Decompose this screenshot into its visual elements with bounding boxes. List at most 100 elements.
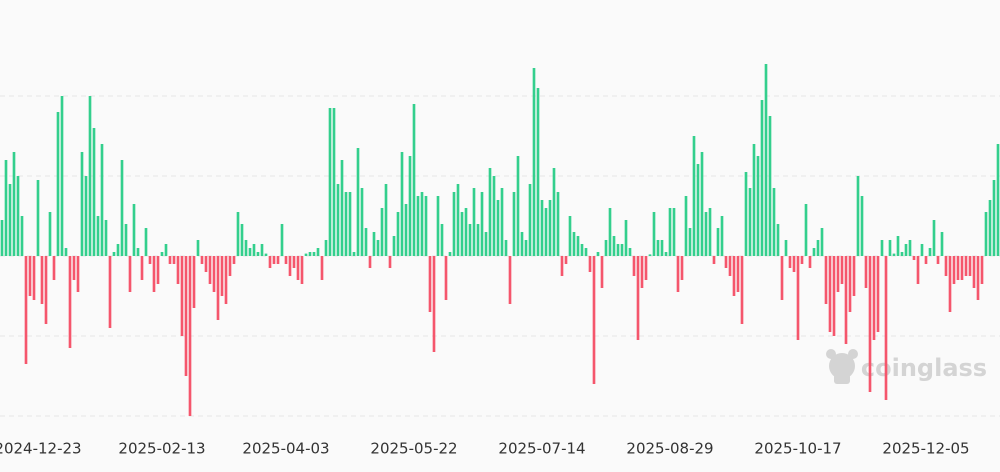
bar xyxy=(704,212,708,256)
bar xyxy=(268,256,272,268)
bar xyxy=(220,256,224,296)
bar xyxy=(612,236,616,256)
bar xyxy=(96,216,100,256)
bar xyxy=(504,240,508,256)
bar xyxy=(788,256,792,268)
bar xyxy=(972,256,976,288)
bar xyxy=(888,240,892,256)
watermark-icon xyxy=(826,349,858,384)
bar xyxy=(544,208,548,256)
bar xyxy=(936,256,940,264)
bar xyxy=(408,156,412,256)
bar xyxy=(540,200,544,256)
bar xyxy=(428,256,432,312)
bar xyxy=(872,256,876,340)
bar xyxy=(424,196,428,256)
bar xyxy=(276,256,280,264)
bar xyxy=(124,224,128,256)
x-tick-label: 2025-12-05 xyxy=(882,440,969,458)
bar xyxy=(52,256,56,280)
bar xyxy=(136,248,140,256)
bar xyxy=(584,248,588,256)
bar xyxy=(552,168,556,256)
x-tick-label: 2025-10-17 xyxy=(754,440,841,458)
bar xyxy=(848,256,852,312)
bar xyxy=(792,256,796,272)
bar xyxy=(324,240,328,256)
bar xyxy=(396,212,400,256)
bar xyxy=(288,256,292,276)
bar xyxy=(160,252,164,256)
bar xyxy=(336,184,340,256)
bar xyxy=(488,168,492,256)
bar xyxy=(824,256,828,304)
bar xyxy=(532,68,536,256)
bar xyxy=(452,192,456,256)
bar xyxy=(36,180,40,256)
bar xyxy=(104,220,108,256)
bar xyxy=(760,100,764,256)
bar xyxy=(656,240,660,256)
bar xyxy=(896,236,900,256)
x-tick-label: 2025-08-29 xyxy=(626,440,713,458)
bar xyxy=(868,256,872,392)
bar xyxy=(812,248,816,256)
bar xyxy=(24,256,28,364)
bar xyxy=(200,256,204,264)
bar xyxy=(32,256,36,300)
bar xyxy=(156,256,160,284)
bar xyxy=(84,176,88,256)
bar xyxy=(712,256,716,264)
bar xyxy=(264,253,268,256)
bar xyxy=(592,256,596,384)
bar xyxy=(904,244,908,256)
bar xyxy=(940,232,944,256)
bar xyxy=(724,256,728,268)
bar xyxy=(272,256,276,264)
bar xyxy=(828,256,832,332)
bar xyxy=(756,156,760,256)
bar xyxy=(572,232,576,256)
bar xyxy=(820,228,824,256)
bar xyxy=(244,240,248,256)
bar xyxy=(576,236,580,256)
bar xyxy=(476,224,480,256)
bar xyxy=(696,164,700,256)
bar xyxy=(508,256,512,304)
bar xyxy=(500,188,504,256)
bar xyxy=(196,240,200,256)
bar xyxy=(284,256,288,264)
bar xyxy=(648,254,652,256)
bar xyxy=(68,256,72,348)
bar xyxy=(784,240,788,256)
bar xyxy=(620,244,624,256)
bar xyxy=(72,256,76,280)
bar xyxy=(616,244,620,256)
x-tick-label: 2025-07-14 xyxy=(498,440,585,458)
bar xyxy=(640,256,644,288)
bar xyxy=(536,88,540,256)
bar xyxy=(256,252,260,256)
bar xyxy=(564,256,568,264)
bar xyxy=(232,256,236,264)
bar xyxy=(980,256,984,284)
bar xyxy=(984,212,988,256)
x-tick-label: 2024-12-23 xyxy=(0,440,82,458)
bar xyxy=(764,64,768,256)
bar xyxy=(624,220,628,256)
bar xyxy=(652,212,656,256)
bar xyxy=(240,224,244,256)
bar xyxy=(716,228,720,256)
bar xyxy=(752,144,756,256)
bar xyxy=(864,256,868,288)
bar xyxy=(988,200,992,256)
bar xyxy=(164,244,168,256)
bar xyxy=(8,184,12,256)
bar xyxy=(996,144,1000,256)
bar xyxy=(744,172,748,256)
bar xyxy=(456,184,460,256)
bar xyxy=(88,96,92,256)
bar xyxy=(312,252,316,256)
bar xyxy=(832,256,836,336)
